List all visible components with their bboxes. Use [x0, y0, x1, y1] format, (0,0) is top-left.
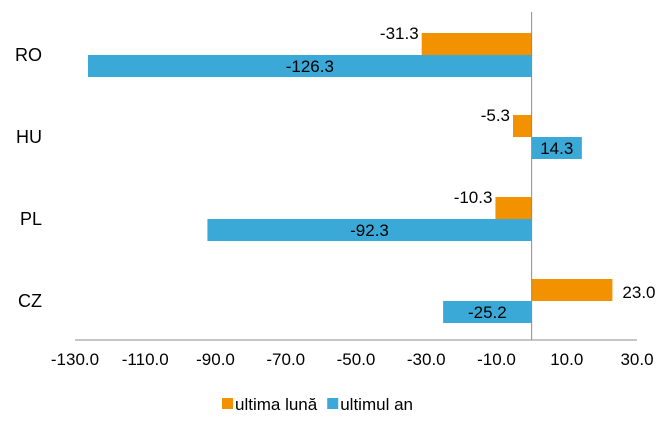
bar-pl-series-1	[207, 219, 532, 241]
bar-cz-series-0	[531, 279, 613, 301]
legend-swatch-series-1	[327, 398, 339, 409]
axes-group	[75, 12, 637, 341]
legend-label-series-0: ultima lună	[235, 395, 318, 414]
category-label-cz: CZ	[18, 291, 42, 311]
x-tick-label: -50.0	[337, 350, 376, 369]
x-tick-label: 30.0	[620, 350, 653, 369]
x-tick-label: -90.0	[196, 350, 235, 369]
x-tick-label: -110.0	[122, 350, 169, 369]
data-label-cz-series-0: 23.0	[622, 283, 655, 302]
x-tick-label: -130.0	[51, 350, 99, 369]
x-tick-label: 10.0	[550, 350, 583, 369]
data-label-cz-series-1: -25.2	[468, 303, 507, 322]
legend-label-series-1: ultimul an	[340, 395, 413, 414]
bar-cz-series-1	[443, 301, 532, 323]
category-label-pl: PL	[20, 209, 42, 229]
data-label-ro-series-0: -31.3	[380, 24, 419, 43]
data-label-pl-series-0: -10.3	[454, 188, 493, 207]
x-tick-label: -30.0	[407, 350, 446, 369]
data-label-hu-series-0: -5.3	[481, 106, 510, 125]
data-label-hu-series-1: 14.3	[540, 139, 573, 158]
category-label-hu: HU	[16, 127, 42, 147]
legend: ultima lună ultimul an	[222, 395, 413, 414]
bar-hu-series-1	[531, 137, 582, 159]
data-label-pl-series-1: -92.3	[350, 221, 389, 240]
legend-swatch-series-0	[222, 398, 233, 409]
bar-ro-series-0	[421, 33, 532, 55]
category-label-ro: RO	[15, 45, 42, 65]
x-tick-label: -70.0	[266, 350, 305, 369]
bar-hu-series-0	[513, 115, 532, 137]
bar-pl-series-0	[495, 197, 532, 219]
x-tick-label: -10.0	[477, 350, 516, 369]
data-label-ro-series-1: -126.3	[286, 57, 334, 76]
bar-ro-series-1	[87, 55, 532, 77]
labels-group: -31.3 -126.3 RO -5.3 14.3 HU -10.3 -92.3 PL 23.0 -…	[15, 24, 656, 369]
bars-group	[87, 33, 613, 323]
